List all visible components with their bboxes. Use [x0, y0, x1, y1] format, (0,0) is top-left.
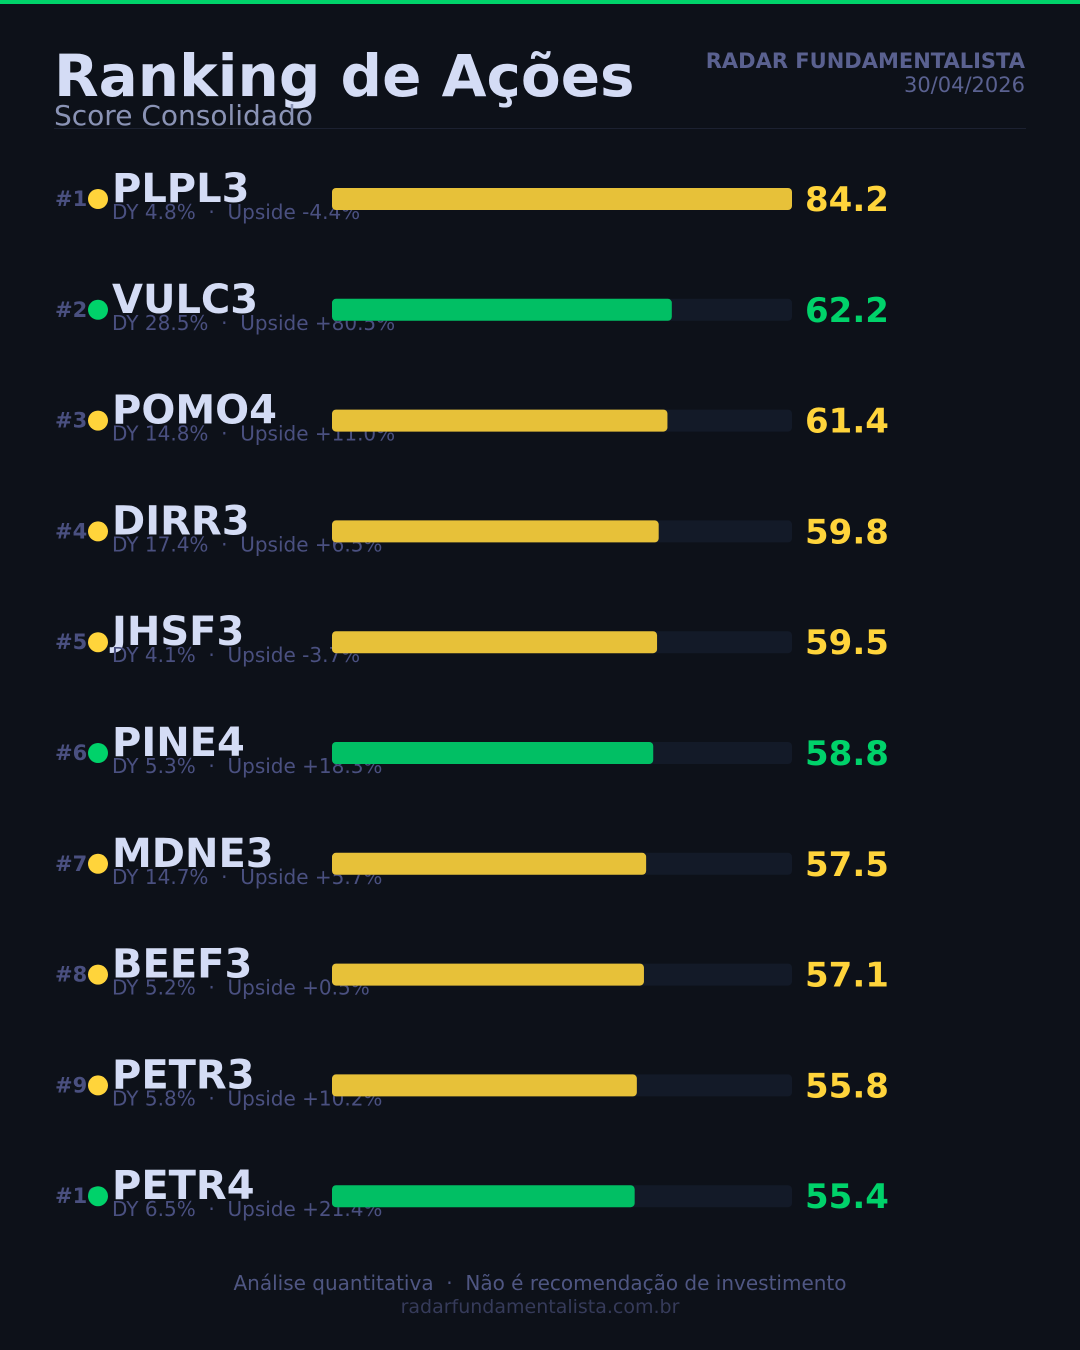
ticker: JHSF3	[109, 609, 244, 655]
value-label: 84.2	[805, 180, 889, 220]
value-label: 61.4	[805, 402, 889, 442]
ticker: PETR3	[112, 1052, 255, 1098]
footer-site: radarfundamentalista.com.br	[401, 1296, 680, 1318]
date: 30/04/2026	[904, 73, 1025, 97]
ticker: DIRR3	[112, 498, 250, 544]
bar	[332, 631, 658, 654]
rank: #5	[55, 630, 87, 654]
rank: #3	[55, 409, 87, 433]
status-dot	[88, 632, 108, 653]
top-stripe	[0, 0, 1080, 4]
bar	[332, 963, 644, 986]
rank: #9	[55, 1073, 87, 1097]
value-label: 57.5	[805, 845, 889, 885]
subtitle: Score Consolidado	[54, 99, 313, 132]
status-dot	[88, 1075, 108, 1096]
value-label: 55.4	[805, 1177, 889, 1217]
bar	[332, 520, 659, 543]
status-dot	[88, 1186, 108, 1207]
value-label: 57.1	[805, 956, 889, 996]
ticker: PINE4	[112, 720, 245, 766]
value-label: 59.5	[805, 623, 889, 663]
ticker: MDNE3	[112, 831, 274, 877]
bar	[332, 742, 654, 764]
detail: DY 5.2% · Upside +0.5%	[112, 976, 370, 1000]
rank: #2	[55, 298, 87, 322]
rank: #7	[55, 852, 87, 876]
title: Ranking de Ações	[54, 42, 635, 110]
status-dot	[88, 410, 108, 431]
value-label: 55.8	[805, 1066, 889, 1106]
bar	[332, 1185, 635, 1208]
status-dot	[88, 521, 108, 542]
ticker: POMO4	[112, 388, 277, 434]
ticker: PLPL3	[112, 166, 249, 212]
value-label: 62.2	[805, 291, 889, 331]
detail: DY 4.1% · Upside -3.7%	[112, 643, 360, 667]
status-dot	[88, 964, 108, 985]
bar	[332, 1074, 637, 1097]
rank: #6	[55, 741, 87, 765]
bar	[332, 409, 668, 432]
status-dot	[88, 299, 108, 320]
status-dot	[88, 189, 108, 209]
bar	[332, 188, 792, 210]
value-label: 58.8	[805, 734, 889, 774]
bar	[332, 298, 672, 321]
ticker: BEEF3	[112, 942, 252, 988]
detail: DY 4.8% · Upside -4.4%	[112, 200, 360, 224]
ticker: PETR4	[112, 1163, 255, 1209]
ticker: VULC3	[112, 277, 258, 323]
footer-note: Análise quantitativa · Não é recomendaçã…	[233, 1271, 846, 1295]
value-label: 59.8	[805, 512, 889, 552]
status-dot	[88, 743, 108, 763]
status-dot	[88, 853, 108, 874]
brand: RADAR FUNDAMENTALISTA	[706, 49, 1026, 73]
rank: #4	[55, 519, 87, 543]
rank: #8	[55, 963, 87, 987]
rank: #1	[55, 187, 87, 211]
bar	[332, 852, 647, 875]
